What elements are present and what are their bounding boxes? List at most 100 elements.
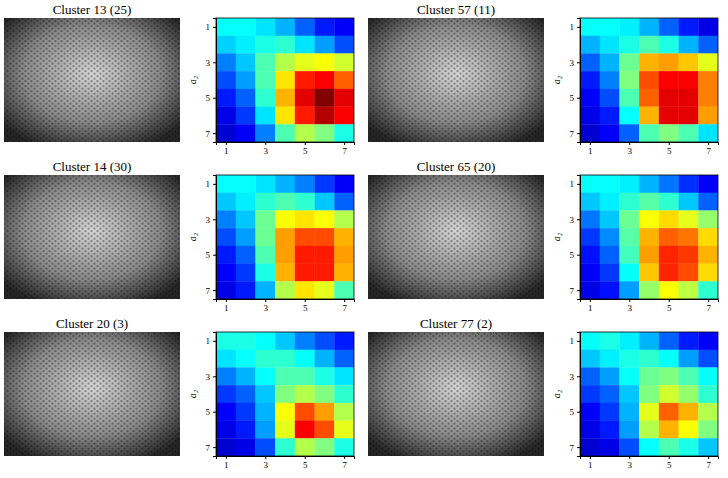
y-tick-label: 3 [206,372,211,382]
heat-cell [659,175,679,193]
heat-cell [334,264,354,282]
panel-title: Cluster 13 (25) [53,2,132,17]
heatmap-cells [216,175,354,299]
x-axis-line [581,300,719,303]
heat-cell [275,18,295,36]
panel: Cluster 77 (2)13571357a₂ [368,316,719,470]
heat-cell [659,367,679,385]
heat-cell [639,89,659,107]
x-tick-label: 5 [667,460,672,470]
panel-title: Cluster 65 (20) [417,159,496,174]
heat-cell [639,421,659,439]
x-tick-mark [669,299,670,302]
x-tick-label: 1 [588,146,593,156]
heat-cell [295,350,315,368]
x-tick-mark [629,299,630,302]
y-tick: 3 [206,372,217,382]
heat-cell [315,438,335,456]
y-tick-label: 1 [206,179,211,189]
plot-frame [216,18,354,142]
heat-cell [236,228,256,246]
heat-cell [659,246,679,264]
heat-cell [659,210,679,228]
heat-cell [659,36,679,54]
y-tick-mark [577,376,580,377]
heat-cell [334,438,354,456]
texture-pattern [368,175,544,299]
heat-cell [255,367,275,385]
y-tick-mark [577,290,580,291]
heat-cell [315,36,335,54]
heat-cell [295,53,315,71]
heat-cell [216,107,236,125]
y-tick: 5 [570,93,581,103]
heat-cell [600,332,620,350]
heat-cell [600,281,620,299]
x-tick-label: 5 [667,303,672,313]
heat-cell [275,403,295,421]
heat-cell [639,246,659,264]
heat-cell [216,210,236,228]
heat-cell [315,281,335,299]
heat-cell [639,210,659,228]
heat-cell [659,264,679,282]
heat-cell [698,36,718,54]
y-tick: 7 [206,286,217,296]
heat-cell [580,71,600,89]
y-tick-label: 7 [206,129,211,139]
y-tick-mark [213,447,216,448]
heat-cell [679,281,699,299]
y-tick-label: 1 [206,22,211,32]
heat-cell [698,107,718,125]
heat-cell [580,107,600,125]
x-axis-line [581,457,719,460]
heat-cell [600,385,620,403]
heat-cell [698,367,718,385]
heat-cell [619,421,639,439]
heat-cell [255,264,275,282]
heat-cell [659,332,679,350]
heat-cell [216,124,236,142]
heat-cell [600,124,620,142]
heat-cell [255,403,275,421]
heat-cell [619,228,639,246]
y-axis-title: a₂ [187,232,198,241]
x-tick-label: 7 [706,146,711,156]
y-axis-line [213,19,217,143]
heat-cell [600,403,620,421]
heat-cell [315,89,335,107]
heat-cell [255,71,275,89]
panel: Cluster 20 (3)13571357a₂ [4,316,355,470]
heat-cell [275,71,295,89]
x-tick-mark [344,456,345,459]
heat-cell [275,175,295,193]
heat-cell [275,264,295,282]
panel: Cluster 14 (30)13571357a₂ [4,159,355,313]
heat-cell [295,332,315,350]
x-tick: 3 [264,456,269,470]
plot-frame [216,332,354,456]
texture-pattern [368,18,544,142]
heat-cell [275,210,295,228]
heat-cell [600,71,620,89]
y-tick: 7 [206,129,217,139]
y-tick: 1 [206,22,217,32]
heat-cell [255,89,275,107]
heat-cell [698,264,718,282]
x-tick-label: 7 [342,303,347,313]
x-tick: 7 [342,456,347,470]
heat-cell [255,385,275,403]
heat-cell [580,350,600,368]
x-tick-mark [305,299,306,302]
heat-cell [679,107,699,125]
heat-cell [275,53,295,71]
x-tick-mark [265,142,266,145]
heat-cell [275,332,295,350]
heat-cell [698,53,718,71]
heat-cell [639,367,659,385]
heat-cell [334,124,354,142]
x-tick: 1 [224,142,229,156]
heat-cell [295,438,315,456]
heat-cell [315,264,335,282]
y-tick-label: 5 [206,93,211,103]
